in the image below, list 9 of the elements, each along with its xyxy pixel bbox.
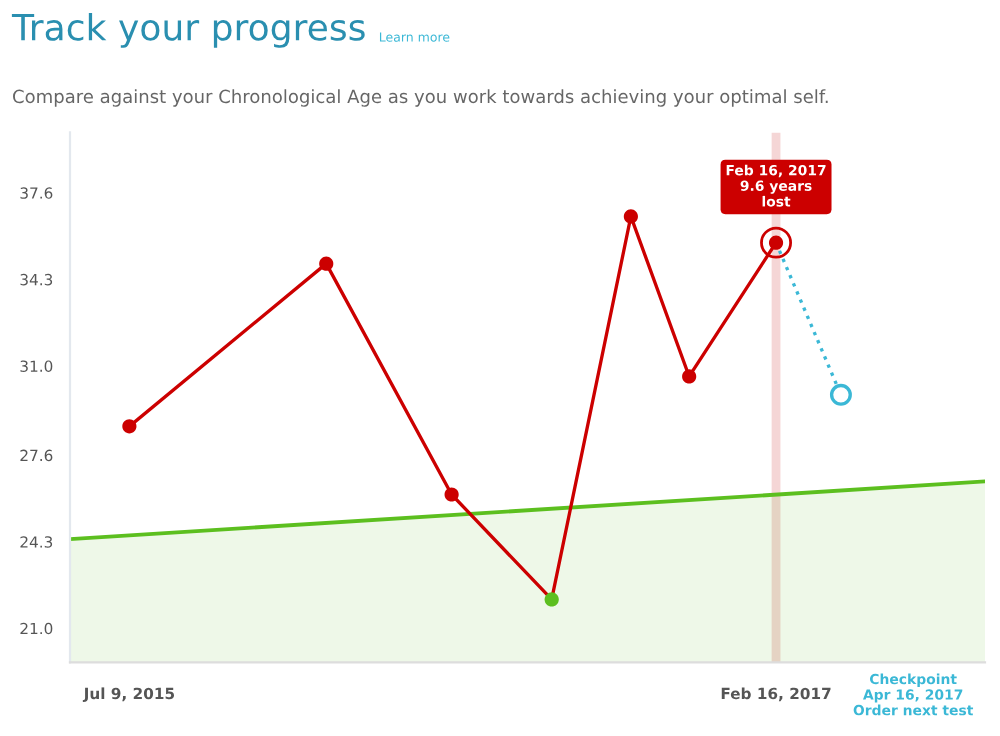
point	[829, 383, 852, 406]
point	[682, 369, 697, 384]
point	[319, 256, 334, 271]
chart-subtitle: Compare against your Chronological Age as you work towards achieving your optimal self.	[13, 89, 828, 107]
chart-title: Track your progress	[11, 12, 365, 48]
point	[444, 487, 459, 502]
point	[122, 419, 137, 434]
point	[623, 209, 638, 224]
point	[544, 592, 559, 607]
